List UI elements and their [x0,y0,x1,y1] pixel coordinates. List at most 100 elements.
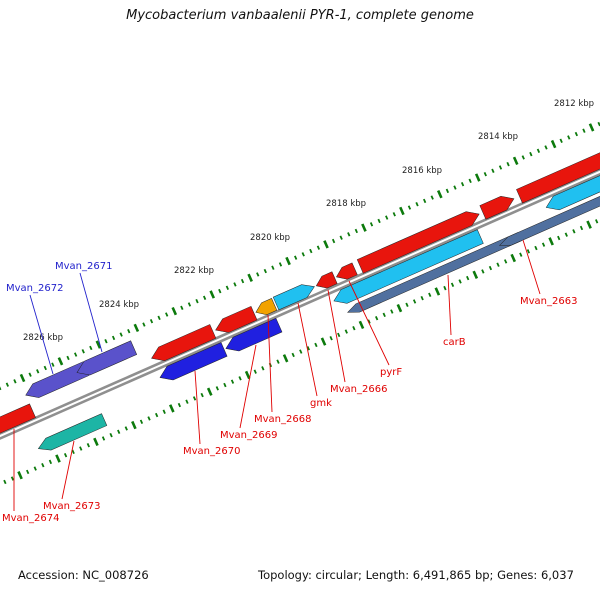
gene-arrow-Mvan_2666[interactable] [314,271,338,292]
label-pointer-line [297,302,318,397]
minor-tick [544,145,548,150]
gene-arrow-Mvan_2674[interactable] [0,403,36,439]
major-tick [361,223,367,232]
minor-tick [28,372,32,377]
minor-tick [331,238,336,244]
minor-tick [503,259,508,264]
minor-tick [445,188,450,194]
gene-label-Mvan_2673[interactable]: Mvan_2673 [43,501,100,512]
gene-arrow-red_big[interactable] [356,207,482,274]
minor-tick [202,295,207,300]
major-tick [133,323,140,333]
label-pointer-line [522,239,541,295]
gene-arrow-red_tr2[interactable] [516,136,600,204]
gene-arrow-cyan_big[interactable] [331,229,484,308]
gene-arrow-Mvan_2670[interactable] [157,342,228,384]
minor-tick [89,345,93,351]
gene-arrow-cyan_tr[interactable] [543,154,600,214]
gene-arrow-Mvan_2671[interactable] [74,340,138,380]
minor-tick [392,212,396,217]
minor-tick [117,429,121,434]
major-tick [472,270,479,279]
gene-label-Mvan_2670[interactable]: Mvan_2670 [183,446,240,457]
gene-label-Mvan_2666[interactable]: Mvan_2666 [330,384,387,395]
minor-tick [139,419,144,424]
minor-tick [195,298,199,304]
minor-tick [390,309,394,314]
gene-arrow-Mvan_2668[interactable] [253,298,278,318]
minor-tick [385,215,389,220]
gene-arrow-pyrF[interactable] [334,262,358,283]
major-tick [282,354,289,363]
minor-tick [142,322,146,327]
minor-tick [405,302,409,308]
minor-tick [192,396,197,401]
minor-tick [119,332,123,337]
label-pointer-line [348,280,390,366]
minor-tick [354,228,358,234]
scale-label: 2822 kbp [174,266,214,276]
gene-label-Mvan_2663[interactable]: Mvan_2663 [520,296,577,307]
minor-tick [453,185,457,190]
minor-tick [149,319,154,324]
major-tick [244,370,251,380]
gene-arrow-Mvan_2672[interactable] [23,361,90,402]
major-tick [247,273,253,282]
minor-tick [256,272,260,277]
gene-label-Mvan_2668[interactable]: Mvan_2668 [254,414,311,425]
minor-tick [157,315,161,321]
gene-label-carB[interactable]: carB [443,337,466,348]
major-tick [57,357,64,366]
minor-tick [443,285,447,291]
gene-label-gmk[interactable]: gmk [310,398,332,409]
major-tick [171,306,178,316]
scale-label: 2820 kbp [250,233,290,243]
minor-tick [314,342,318,348]
minor-tick [187,302,192,307]
scale-label: 2812 kbp [554,99,594,109]
gene-label-Mvan_2671[interactable]: Mvan_2671 [55,261,112,272]
minor-tick [423,198,427,204]
gene-label-Mvan_2672[interactable]: Mvan_2672 [6,283,63,294]
minor-tick [519,252,523,257]
scale-label: 2824 kbp [99,300,139,310]
minor-tick [127,329,131,334]
chart-title: Mycobacterium vanbaalenii PYR-1, complet… [126,8,474,23]
label-pointer-line [267,314,273,413]
minor-tick [344,329,348,334]
minor-tick [412,299,417,304]
genome-track-group [0,121,600,485]
minor-tick [86,442,90,448]
label-pointer-line [194,370,201,445]
minor-tick [369,222,374,227]
minor-tick [347,232,351,237]
minor-tick [375,315,379,321]
gene-label-pyrF[interactable]: pyrF [380,367,402,378]
scale-label: 2818 kbp [326,199,366,209]
minor-tick [230,379,235,384]
gene-label-Mvan_2669[interactable]: Mvan_2669 [220,430,277,441]
minor-tick [218,288,222,294]
major-tick [209,290,216,299]
minor-tick [13,379,17,384]
gene-label-Mvan_2674[interactable]: Mvan_2674 [2,513,59,524]
minor-tick [41,463,45,468]
scale-label: 2814 kbp [478,132,518,142]
minor-tick [498,165,503,170]
minor-tick [109,432,113,438]
gene-arrow-Mvan_2673[interactable] [36,413,108,455]
scale-label: 2816 kbp [402,166,442,176]
major-tick [169,404,175,413]
minor-tick [481,269,485,274]
minor-tick [339,235,343,240]
gene-arrow-red_mid2[interactable] [213,305,258,337]
gene-arrow-gmk[interactable] [272,280,317,311]
major-tick [285,256,291,266]
gene-arrow-red_tr1[interactable] [479,192,517,220]
gene-arrow-Mvan_2663[interactable] [498,187,600,249]
minor-tick [124,426,128,431]
minor-tick [79,446,83,451]
gene-arrow-Mvan_2669[interactable] [223,317,283,355]
gene-arrow-red_mid1[interactable] [149,324,217,365]
